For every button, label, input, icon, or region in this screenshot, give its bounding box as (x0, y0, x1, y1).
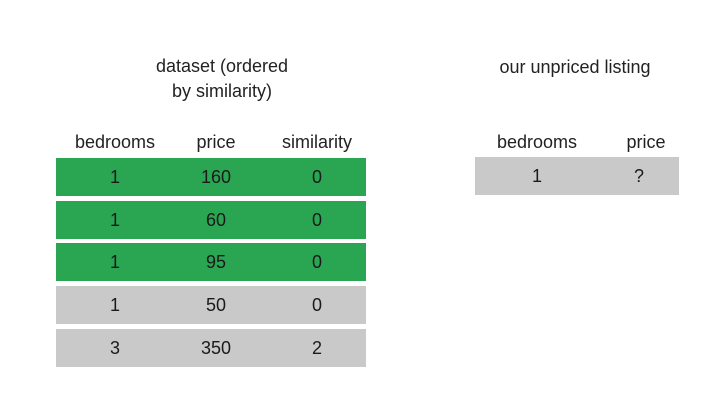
dataset-cell-bedrooms: 1 (109, 167, 120, 187)
listing-title: our unpriced listing (499, 57, 651, 77)
listing-cell-price: ? (633, 166, 644, 186)
dataset-title: dataset (ordered by similarity) (122, 54, 322, 104)
dataset-row: 1 160 0 (56, 158, 366, 196)
dataset-row: 1 50 0 (56, 286, 366, 324)
dataset-cell-bedrooms: 1 (109, 210, 120, 230)
listing-header-bedrooms: bedrooms (496, 132, 578, 152)
dataset-header-bedrooms: bedrooms (74, 132, 156, 152)
dataset-row: 3 350 2 (56, 329, 366, 367)
dataset-cell-price: 60 (205, 210, 227, 230)
listing-header-price: price (626, 132, 666, 152)
dataset-cell-bedrooms: 1 (109, 295, 120, 315)
dataset-row: 1 95 0 (56, 243, 366, 281)
dataset-cell-similarity: 2 (311, 338, 322, 358)
dataset-row: 1 60 0 (56, 201, 366, 239)
dataset-cell-price: 95 (205, 252, 227, 272)
dataset-cell-bedrooms: 3 (109, 338, 120, 358)
dataset-title-line1: dataset (ordered (155, 56, 289, 76)
dataset-header-price: price (196, 132, 236, 152)
dataset-cell-price: 350 (200, 338, 232, 358)
listing-cell-bedrooms: 1 (531, 166, 542, 186)
dataset-title-line2: by similarity) (171, 81, 272, 101)
dataset-header-similarity: similarity (282, 132, 352, 152)
dataset-cell-similarity: 0 (311, 167, 322, 187)
dataset-cell-similarity: 0 (311, 210, 322, 230)
dataset-cell-price: 160 (200, 167, 232, 187)
dataset-cell-similarity: 0 (311, 295, 322, 315)
listing-row: 1 ? (475, 157, 679, 195)
dataset-cell-bedrooms: 1 (109, 252, 120, 272)
dataset-cell-price: 50 (205, 295, 227, 315)
dataset-cell-similarity: 0 (311, 252, 322, 272)
